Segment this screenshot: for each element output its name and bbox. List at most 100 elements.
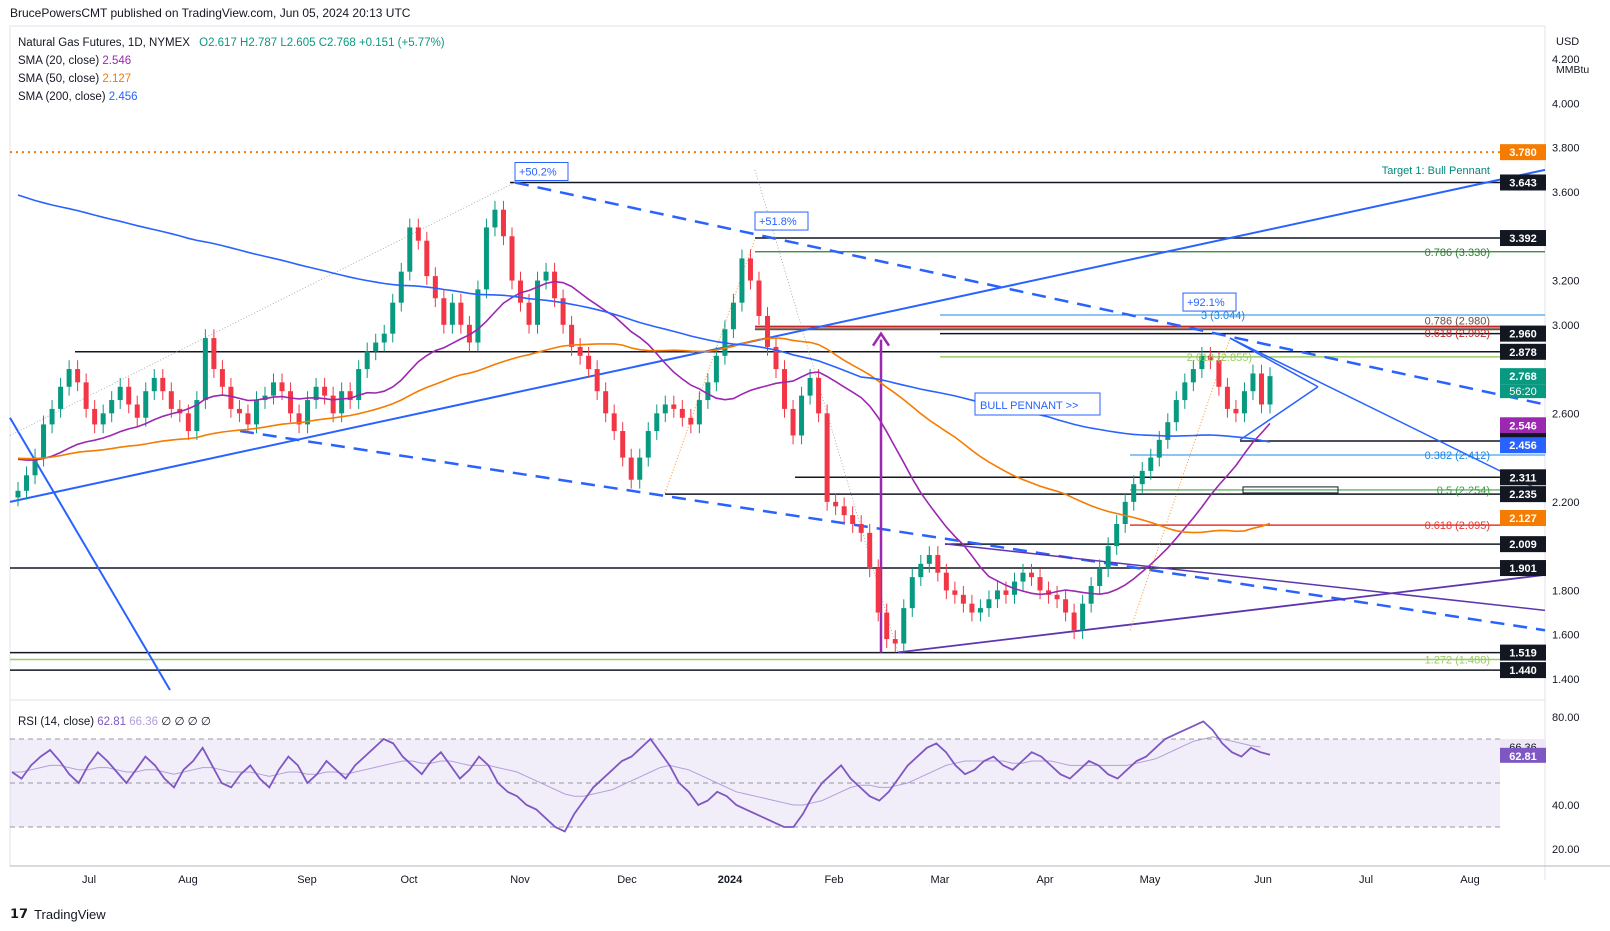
rsi-line (11, 720, 1271, 833)
fib-label: 0.618 (2.095) (1425, 520, 1490, 532)
candle-body (1216, 360, 1222, 387)
x-tick-label: 2024 (718, 874, 743, 886)
candle-body (288, 391, 294, 414)
x-tick-label: Nov (510, 874, 530, 886)
candle-body (339, 391, 345, 414)
rsi-legend[interactable]: RSI (14, close) 62.81 66.36 ∅ ∅ ∅ ∅ (18, 714, 211, 728)
candle-body (1003, 590, 1009, 595)
trendline-dashed-bottom (239, 429, 1546, 632)
candle-body (271, 382, 277, 396)
candle-body (637, 457, 643, 480)
candle-body (1165, 422, 1171, 440)
x-tick-label: Feb (825, 874, 844, 886)
candle-body (1037, 577, 1043, 591)
candle-body (611, 413, 617, 432)
price-label-box (1500, 662, 1546, 679)
candle-body (884, 612, 890, 640)
candle-body (1131, 484, 1137, 502)
sma20-row[interactable]: SMA (20, close) 2.546 (18, 52, 445, 70)
candle-body (466, 324, 472, 343)
candle-body (322, 386, 328, 396)
x-tick-label: Jul (82, 874, 96, 886)
candle-body (577, 346, 583, 356)
rsi-extra: ∅ ∅ ∅ ∅ (161, 716, 211, 728)
candle-body (1097, 568, 1103, 586)
channel-line-lower (897, 574, 1546, 654)
candle-body (603, 391, 609, 414)
currency-label[interactable]: USD (1556, 36, 1580, 48)
dotted-projection (9, 182, 516, 436)
candle-body (236, 408, 242, 414)
candle-body (620, 431, 626, 458)
candle-body (867, 532, 873, 569)
sma50-row[interactable]: SMA (50, close) 2.127 (18, 70, 445, 88)
candle-body (986, 599, 992, 609)
candle-body (1071, 612, 1077, 631)
symbol-row[interactable]: Natural Gas Futures, 1D, NYMEX O2.617 H2… (18, 34, 445, 52)
candle-body (381, 333, 387, 343)
candle-body (202, 338, 208, 401)
trendline-dashed-top (514, 181, 1546, 406)
candle-body (509, 236, 515, 281)
candle-body (41, 424, 47, 458)
sma200-value: 2.456 (108, 91, 138, 103)
symbol-label: Natural Gas Futures, 1D, NYMEX (18, 37, 190, 49)
price-label: 2.768 (1509, 371, 1537, 383)
y-tick-label: 2.200 (1552, 497, 1580, 509)
rsi-label: RSI (14, close) (18, 716, 95, 728)
x-tick-label: Dec (617, 874, 637, 886)
candle-body (245, 413, 251, 425)
candle-body (143, 391, 149, 418)
candle-body (739, 258, 745, 303)
candle-body (475, 289, 481, 343)
candle-body (560, 298, 566, 325)
candle-body (543, 271, 549, 281)
candle-body (415, 227, 421, 241)
candle-body (185, 413, 191, 432)
candle-body (943, 572, 949, 591)
candle-body (960, 594, 966, 604)
candle-body (390, 302, 396, 334)
unit-label[interactable]: MMBtu (1556, 64, 1590, 76)
candle-body (892, 639, 898, 644)
pennant-line-upper (1229, 337, 1546, 494)
price-label-box (1500, 343, 1546, 360)
candle-body (518, 280, 524, 303)
sma200-row[interactable]: SMA (200, close) 2.456 (18, 88, 445, 106)
candle-body (713, 355, 719, 383)
y-tick-label: 3.200 (1552, 276, 1580, 288)
candle-body (799, 395, 805, 436)
candle-body (1250, 373, 1256, 392)
candle-body (1156, 439, 1162, 458)
candle-body (407, 227, 413, 272)
candle-body (858, 524, 864, 533)
candle-body (24, 475, 30, 491)
price-label-box (1500, 469, 1546, 486)
candle-body (526, 302, 532, 325)
chart-legend: Natural Gas Futures, 1D, NYMEX O2.617 H2… (18, 34, 445, 106)
candle-body (645, 431, 651, 458)
candle-body (909, 577, 915, 609)
channel-line-upper (944, 543, 1546, 612)
x-tick-label: Apr (1036, 874, 1053, 886)
y-tick-label: 3.000 (1552, 320, 1580, 332)
x-tick-label: Aug (1460, 874, 1480, 886)
footer-brand[interactable]: 𝟭𝟳 TradingView (10, 906, 106, 922)
price-label-box (1500, 230, 1546, 247)
price-label-box (1500, 510, 1546, 527)
candle-body (160, 377, 166, 392)
candle-body (398, 271, 404, 303)
y-tick-label: 1.600 (1552, 630, 1580, 642)
candle-body (75, 369, 81, 383)
candle-body (1020, 572, 1026, 582)
sma20-line (17, 280, 1271, 596)
candle-body (926, 554, 932, 564)
candle-body (807, 377, 813, 396)
candle-body (850, 515, 856, 524)
bull-pennant-box (974, 392, 1101, 416)
candle-body (782, 369, 788, 409)
candle-body (92, 408, 98, 425)
candle-body (1105, 546, 1111, 569)
candle-body (458, 302, 464, 325)
